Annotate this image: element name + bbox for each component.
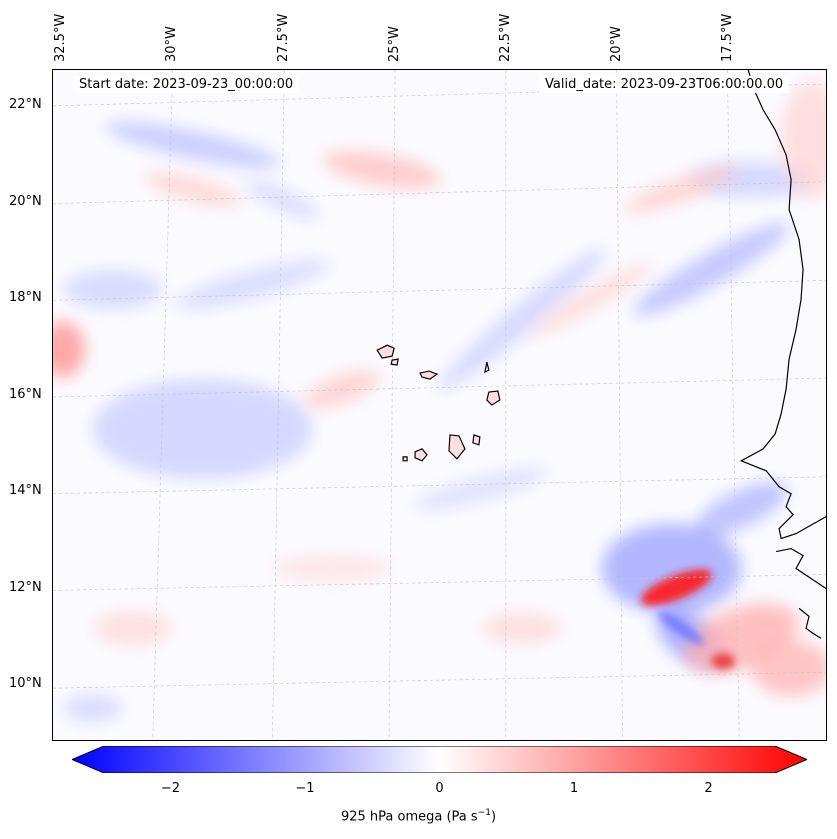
valid-date-label: Valid_date: 2023-09-23T06:00:00.00 [539, 76, 790, 93]
colorbar-tick-label: 2 [704, 781, 713, 796]
lat-label-20N: 20°N [9, 194, 42, 209]
lat-label-18N: 18°N [9, 290, 42, 305]
cape-verde-islands [376, 344, 501, 462]
lon-label-20W: 20°W [609, 26, 624, 62]
lon-label-27.5W: 27.5°W [276, 13, 291, 62]
colorbar-label-text: 925 hPa omega (Pa s [340, 809, 478, 825]
colorbar-label-close: ) [490, 809, 497, 825]
lon-label-22.5W: 22.5°W [498, 13, 513, 62]
african-coastline [739, 70, 826, 639]
lat-label-12N: 12°N [9, 580, 42, 595]
lat-label-10N: 10°N [9, 676, 42, 691]
strong-anomalies [640, 569, 736, 670]
lat-label-14N: 14°N [9, 483, 42, 498]
lon-label-17.5W: 17.5°W [720, 13, 735, 62]
colorbar-label: 925 hPa omega (Pa s−1) [0, 808, 837, 824]
colorbar-tick-label: −1 [295, 781, 315, 796]
colorbar-label-exponent: −1 [477, 808, 491, 818]
colorbar-tick-label: 1 [569, 781, 579, 796]
graticule [53, 70, 826, 740]
lon-label-32.5W: 32.5°W [53, 13, 68, 62]
lon-label-30W: 30°W [164, 26, 179, 62]
lon-label-25W: 25°W [387, 26, 402, 62]
map-panel[interactable] [52, 69, 827, 741]
colorbar [72, 746, 807, 773]
colorbar-tick-label: −2 [160, 781, 181, 796]
omega-field [53, 70, 826, 740]
lat-label-16N: 16°N [9, 387, 42, 402]
colorbar-tick-label: 0 [435, 781, 444, 796]
start-date-label: Start date: 2023-09-23_00:00:00 [73, 76, 300, 93]
red-anomalies [53, 79, 826, 697]
lat-label-22N: 22°N [9, 97, 42, 112]
